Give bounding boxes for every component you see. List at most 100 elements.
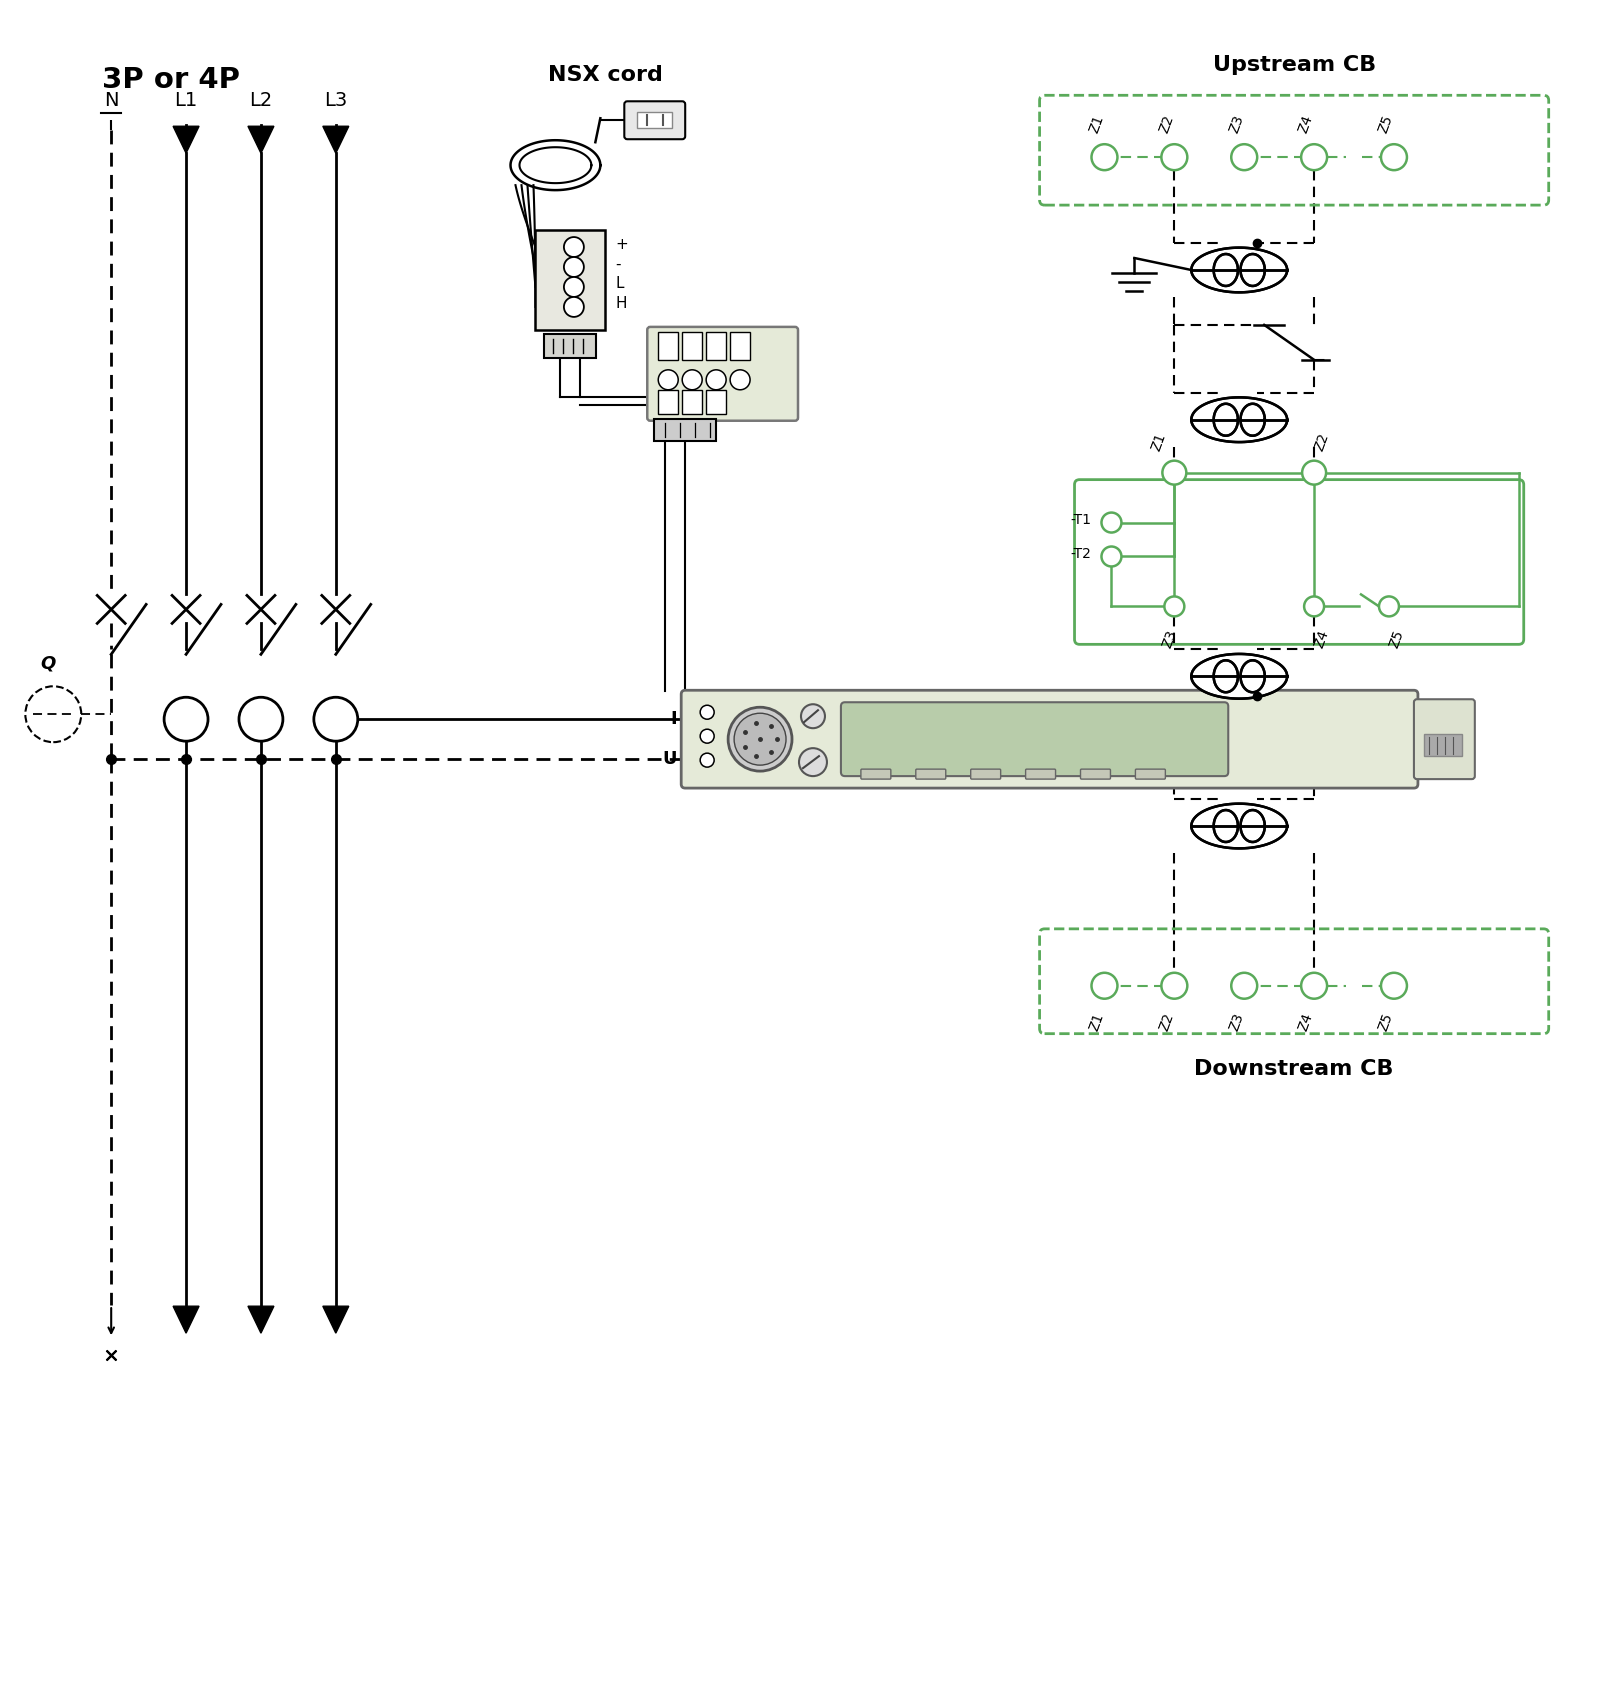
Circle shape xyxy=(730,370,750,389)
Text: Downstream CB: Downstream CB xyxy=(1194,1059,1394,1079)
Text: U: U xyxy=(662,749,677,768)
Ellipse shape xyxy=(1192,397,1286,443)
Bar xyxy=(1424,734,1462,756)
Polygon shape xyxy=(173,126,198,153)
Circle shape xyxy=(798,748,827,776)
Circle shape xyxy=(1091,973,1117,999)
Text: L1: L1 xyxy=(174,91,198,109)
Ellipse shape xyxy=(520,147,592,184)
Circle shape xyxy=(1232,973,1258,999)
Text: Z3: Z3 xyxy=(1160,628,1179,650)
Circle shape xyxy=(1162,461,1186,485)
Circle shape xyxy=(728,707,792,771)
Circle shape xyxy=(701,729,714,743)
Text: Z4: Z4 xyxy=(1312,628,1331,650)
Text: NSX cord: NSX cord xyxy=(547,66,662,86)
Circle shape xyxy=(701,753,714,768)
Text: Z3: Z3 xyxy=(1227,113,1246,135)
Circle shape xyxy=(1381,145,1406,170)
Circle shape xyxy=(1379,596,1398,616)
Text: Z2: Z2 xyxy=(1157,113,1176,135)
Circle shape xyxy=(563,237,584,258)
Text: Z3: Z3 xyxy=(1227,1010,1246,1032)
Bar xyxy=(730,332,750,360)
Ellipse shape xyxy=(1192,653,1286,699)
Text: L3: L3 xyxy=(325,91,347,109)
Bar xyxy=(658,389,678,414)
Text: Q: Q xyxy=(40,655,56,672)
Text: Z4: Z4 xyxy=(1296,113,1315,135)
Bar xyxy=(682,332,702,360)
FancyBboxPatch shape xyxy=(624,101,685,140)
FancyBboxPatch shape xyxy=(1080,770,1110,780)
Text: Z2: Z2 xyxy=(1312,431,1331,453)
FancyBboxPatch shape xyxy=(861,770,891,780)
Bar xyxy=(706,389,726,414)
Text: 3P or 4P: 3P or 4P xyxy=(102,66,240,94)
Circle shape xyxy=(1301,145,1326,170)
Circle shape xyxy=(563,258,584,276)
Text: Z5: Z5 xyxy=(1387,628,1406,650)
Text: N: N xyxy=(104,91,118,109)
Bar xyxy=(658,332,678,360)
Circle shape xyxy=(1101,547,1122,566)
Circle shape xyxy=(734,714,786,765)
Polygon shape xyxy=(323,126,349,153)
Text: Z4: Z4 xyxy=(1296,1010,1315,1032)
Bar xyxy=(637,113,672,128)
Polygon shape xyxy=(248,126,274,153)
Text: Z2: Z2 xyxy=(1157,1010,1176,1032)
Text: Z1: Z1 xyxy=(1149,431,1168,453)
Circle shape xyxy=(682,370,702,389)
Text: L: L xyxy=(616,276,624,291)
Text: Z5: Z5 xyxy=(1376,113,1395,135)
FancyBboxPatch shape xyxy=(544,333,597,357)
Circle shape xyxy=(802,704,826,727)
FancyBboxPatch shape xyxy=(654,419,717,441)
FancyBboxPatch shape xyxy=(915,770,946,780)
Text: Upstream CB: Upstream CB xyxy=(1213,56,1376,76)
Circle shape xyxy=(658,370,678,389)
Ellipse shape xyxy=(1192,248,1286,293)
Polygon shape xyxy=(323,1307,349,1334)
FancyBboxPatch shape xyxy=(971,770,1000,780)
Circle shape xyxy=(1302,461,1326,485)
Text: Z5: Z5 xyxy=(1376,1010,1395,1032)
Text: L2: L2 xyxy=(250,91,272,109)
Circle shape xyxy=(1101,512,1122,532)
Text: +: + xyxy=(616,236,629,251)
FancyBboxPatch shape xyxy=(1026,770,1056,780)
Text: -: - xyxy=(616,256,621,271)
Text: I: I xyxy=(670,711,677,729)
Circle shape xyxy=(1091,145,1117,170)
Circle shape xyxy=(165,697,208,741)
FancyBboxPatch shape xyxy=(1414,699,1475,780)
Bar xyxy=(682,389,702,414)
Circle shape xyxy=(563,296,584,317)
Bar xyxy=(706,332,726,360)
Text: Z1: Z1 xyxy=(1086,113,1106,135)
Text: I: I xyxy=(688,704,694,722)
Circle shape xyxy=(701,706,714,719)
Circle shape xyxy=(1162,145,1187,170)
FancyBboxPatch shape xyxy=(682,690,1418,788)
FancyBboxPatch shape xyxy=(648,327,798,421)
Polygon shape xyxy=(248,1307,274,1334)
Text: -T2: -T2 xyxy=(1070,547,1091,561)
Bar xyxy=(536,231,605,330)
Text: Z1: Z1 xyxy=(1086,1010,1106,1032)
Circle shape xyxy=(314,697,358,741)
Circle shape xyxy=(1304,596,1325,616)
Circle shape xyxy=(1301,973,1326,999)
Circle shape xyxy=(1162,973,1187,999)
Circle shape xyxy=(563,276,584,296)
Circle shape xyxy=(238,697,283,741)
Circle shape xyxy=(706,370,726,389)
Text: -T1: -T1 xyxy=(1070,512,1091,527)
Polygon shape xyxy=(173,1307,198,1334)
FancyBboxPatch shape xyxy=(842,702,1229,776)
Circle shape xyxy=(1165,596,1184,616)
Text: H: H xyxy=(616,296,627,312)
Circle shape xyxy=(1232,145,1258,170)
Ellipse shape xyxy=(1192,803,1286,849)
